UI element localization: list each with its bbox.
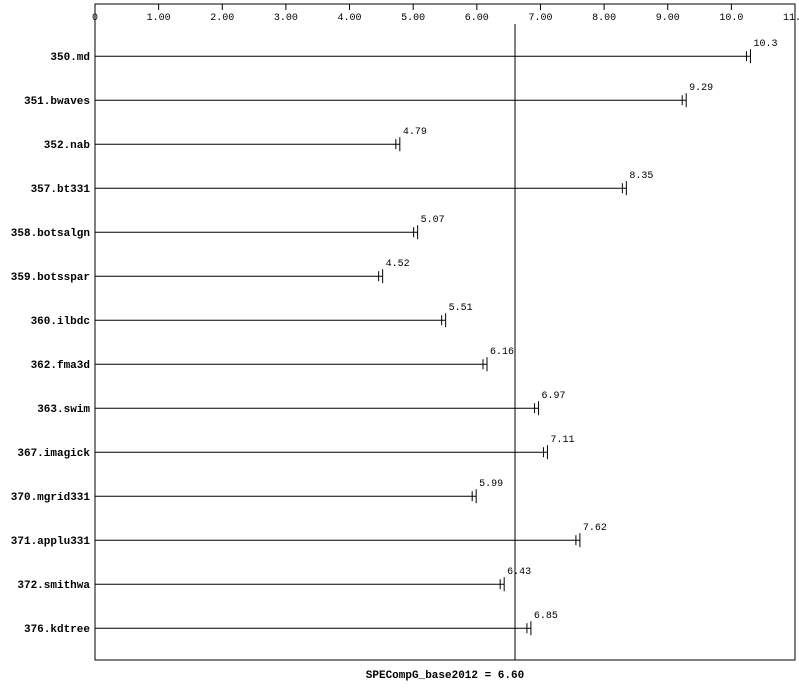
x-tick-label: 2.00	[210, 13, 234, 24]
row-value-label: 9.29	[689, 83, 713, 94]
x-tick-label: 8.00	[592, 13, 616, 24]
row-label: 350.md	[50, 52, 90, 64]
row-value-label: 5.07	[421, 215, 445, 226]
x-tick-label: 6.00	[465, 13, 489, 24]
row-label: 370.mgrid331	[11, 492, 91, 504]
x-tick-label: 9.00	[656, 13, 680, 24]
x-tick-label: 5.00	[401, 13, 425, 24]
row-label: 367.imagick	[17, 448, 90, 460]
row-value-label: 6.97	[542, 391, 566, 402]
row-label: 371.applu331	[11, 536, 91, 548]
row-label: 372.smithwa	[17, 580, 90, 592]
row-value-label: 6.16	[490, 347, 514, 358]
x-tick-label: 0	[92, 13, 98, 24]
x-tick-label: 7.00	[528, 13, 552, 24]
row-label: 362.fma3d	[31, 360, 90, 372]
row-value-label: 7.62	[583, 523, 607, 534]
row-label: 352.nab	[44, 140, 91, 152]
row-label: 358.botsalgn	[11, 228, 90, 240]
row-label: 376.kdtree	[24, 624, 90, 636]
row-value-label: 6.85	[534, 611, 558, 622]
row-label: 351.bwaves	[24, 96, 90, 108]
row-label: 359.botsspar	[11, 272, 90, 284]
benchmark-chart: 0 1.00 2.00 3.00 4.00 5.00 6.00 7.00 8.00 9.00 10.…	[0, 0, 799, 696]
row-label: 363.swim	[37, 404, 90, 416]
row-value-label: 5.51	[449, 303, 473, 314]
row-value-label: 7.11	[550, 435, 574, 446]
row-value-label: 4.52	[386, 259, 410, 270]
row-value-label: 5.99	[479, 479, 503, 490]
row-value-label: 4.79	[403, 127, 427, 138]
row-value-label: 8.35	[629, 171, 653, 182]
x-tick-label: 4.00	[338, 13, 362, 24]
row-value-label: 6.43	[507, 567, 531, 578]
x-tick-label: 11.0	[783, 13, 799, 24]
x-tick-label: 3.00	[274, 13, 298, 24]
row-label: 357.bt331	[31, 184, 91, 196]
row-value-label: 10.3	[753, 39, 777, 50]
row-label: 360.ilbdc	[31, 316, 90, 328]
chart-caption: SPECompG_base2012 = 6.60	[366, 670, 524, 682]
x-tick-label: 1.00	[147, 13, 171, 24]
x-tick-label: 10.0	[719, 13, 743, 24]
